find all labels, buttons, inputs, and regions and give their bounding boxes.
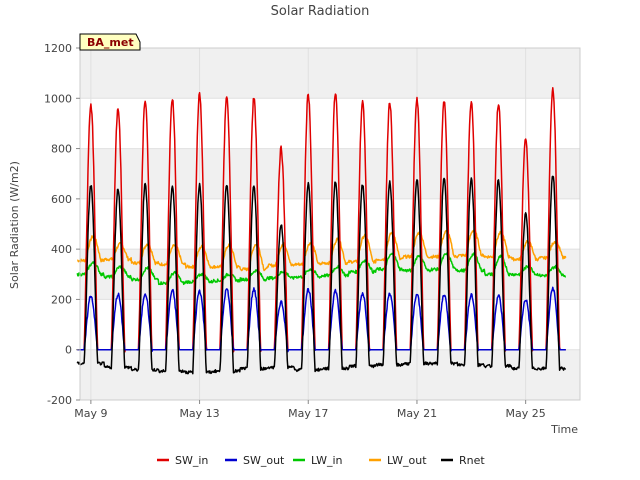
plot-frame: [79, 47, 581, 401]
y-tick-label: 400: [51, 243, 72, 256]
legend: SW_in SW_out LW_in LW_out Rnet: [157, 454, 485, 467]
legend-label-sw-in: SW_in: [175, 454, 208, 467]
plot-band: [80, 349, 580, 400]
y-tick-label: -200: [47, 394, 72, 407]
y-tick-label: 0: [65, 344, 72, 357]
x-tick-label: May 17: [288, 407, 328, 420]
legend-label-sw-out: SW_out: [243, 454, 285, 467]
x-axis-ticks: May 9 May 13 May 17 May 21 May 25: [74, 400, 546, 420]
plot-bands: [80, 48, 580, 400]
y-tick-label: 1000: [44, 92, 72, 105]
series-line-lw-out: [77, 229, 567, 272]
x-tick-label: May 21: [397, 407, 437, 420]
y-axis-label: Solar Radiation (W/m2): [8, 161, 21, 289]
plot-band: [80, 148, 580, 199]
series-line-lw-in: [76, 252, 567, 286]
chart-title: Solar Radiation: [271, 4, 370, 19]
y-tick-label: 200: [51, 293, 72, 306]
station-badge: BA_met: [79, 33, 141, 51]
y-tick-label: 800: [51, 143, 72, 156]
x-tick-label: May 13: [179, 407, 219, 420]
legend-label-lw-in: LW_in: [311, 454, 343, 467]
x-axis-label: Time: [550, 423, 578, 436]
series-line-sw-out: [77, 286, 567, 353]
x-tick-label: May 25: [506, 407, 546, 420]
legend-label-lw-out: LW_out: [387, 454, 427, 467]
x-tick-label: May 9: [74, 407, 107, 420]
legend-label-rnet: Rnet: [459, 454, 485, 467]
badge-label: BA_met: [87, 36, 134, 49]
plot-band: [80, 48, 580, 99]
y-axis-ticks: -200 0 200 400 600 800 1000 1200: [44, 42, 80, 407]
badge-box: [79, 33, 141, 51]
series-line-rnet: [76, 175, 567, 375]
series-layer: [76, 87, 567, 375]
y-tick-label: 600: [51, 193, 72, 206]
y-tick-label: 1200: [44, 42, 72, 55]
